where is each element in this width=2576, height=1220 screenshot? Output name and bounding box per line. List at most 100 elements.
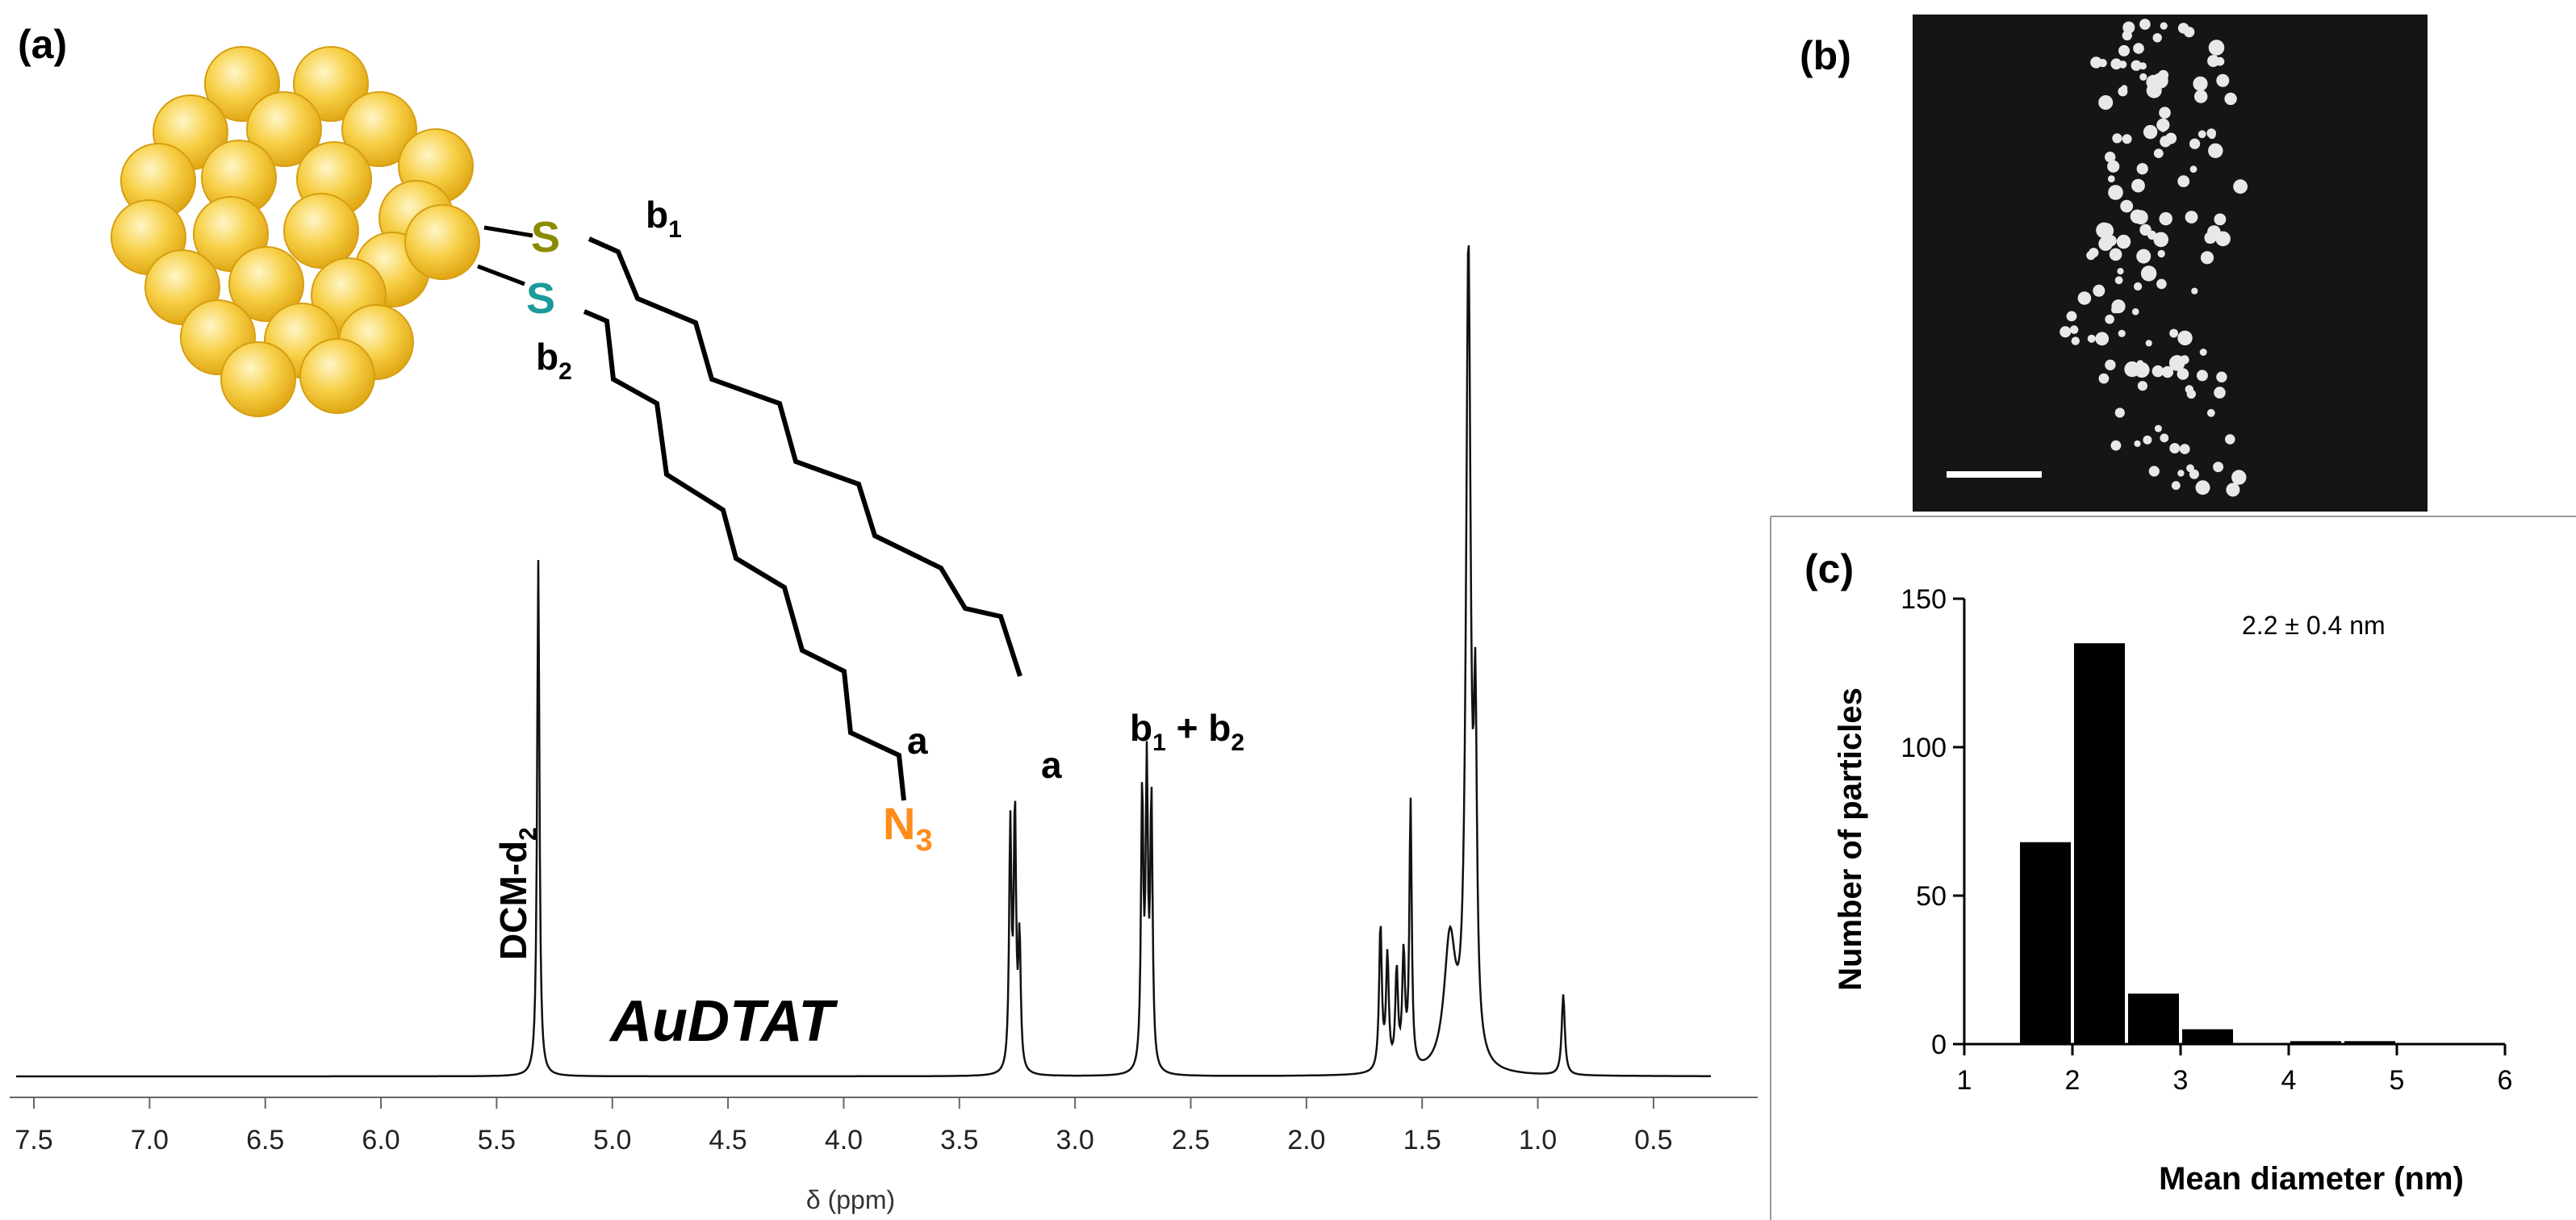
tem-particle	[2071, 336, 2080, 345]
tem-particle	[2225, 434, 2235, 445]
gold-atom	[283, 193, 359, 269]
nmr-tick-label: 7.5	[15, 1125, 52, 1155]
tem-image	[1913, 15, 2428, 512]
chain-label-b1: b1	[646, 194, 682, 243]
hist-bar	[2020, 842, 2071, 1044]
tem-particle	[2153, 148, 2164, 159]
tem-particle	[2186, 464, 2194, 473]
gold-nanoparticle-icon	[111, 46, 480, 417]
chain-b1	[588, 236, 1022, 677]
sulfur-1-label: S	[531, 213, 560, 261]
tem-particle	[2206, 128, 2216, 138]
tem-particle	[2185, 211, 2198, 224]
tem-particle	[2139, 19, 2151, 30]
nmr-tick-label: 2.5	[1172, 1125, 1210, 1155]
hist-x-tick-label: 5	[2390, 1065, 2405, 1096]
tem-particle	[2169, 443, 2181, 453]
size-annotation: 2.2 ± 0.4 nm	[2242, 611, 2386, 640]
panel-c-label: (c)	[1804, 546, 1854, 591]
tem-particle	[2161, 366, 2174, 378]
tem-particle	[2185, 385, 2193, 394]
hist-y-tick-label: 0	[1931, 1030, 1947, 1060]
chain-b2	[583, 309, 906, 801]
panel-a-label: (a)	[18, 22, 67, 67]
gold-atom	[299, 338, 375, 414]
nmr-tick-label: 1.0	[1519, 1125, 1557, 1155]
tem-particle	[2114, 276, 2123, 285]
tem-particle	[2171, 481, 2181, 491]
panel-a: (a) S S b1 b2 a N3 DCM-d2 a b1 + b2 AuDT…	[10, 22, 1758, 1214]
tem-particle	[2107, 160, 2120, 173]
tem-particle	[2107, 175, 2115, 183]
tem-particle	[2108, 185, 2123, 200]
histogram-chart: 1 2 3 4 5 6 0 50 100 150	[1901, 584, 2512, 1096]
tem-particle	[2098, 95, 2114, 110]
tem-particle	[2095, 332, 2110, 346]
hist-bar	[2074, 643, 2125, 1044]
tem-particle	[2193, 76, 2208, 91]
tem-particle	[2077, 291, 2092, 305]
tem-particle	[2200, 251, 2214, 265]
nmr-tick-label: 4.5	[709, 1125, 746, 1155]
tem-particle	[2160, 136, 2172, 148]
nmr-tick-label: 5.5	[478, 1125, 516, 1155]
nmr-tick-label: 7.0	[131, 1125, 169, 1155]
tem-particle	[2105, 359, 2116, 370]
tem-particle	[2154, 424, 2162, 432]
hist-bar	[2182, 1029, 2233, 1044]
hist-x-tick-label: 1	[1957, 1065, 1972, 1096]
tem-particle	[2118, 86, 2128, 97]
hist-x-tick-label: 2	[2065, 1065, 2080, 1096]
gold-atom	[246, 91, 322, 167]
tem-particle	[2118, 329, 2126, 337]
tem-particle	[2152, 33, 2162, 43]
tem-particle	[2206, 408, 2215, 417]
tem-particle	[2136, 360, 2144, 367]
tem-particle	[2153, 232, 2168, 248]
tem-particle	[2189, 165, 2198, 173]
hist-x-tick-label: 6	[2498, 1065, 2513, 1096]
tem-particle	[2143, 435, 2152, 445]
tem-particle	[2199, 349, 2207, 356]
tem-particle	[2189, 138, 2201, 149]
tem-particle	[2109, 248, 2122, 261]
s1-bond	[483, 225, 533, 238]
tem-particle	[2157, 249, 2165, 258]
hist-y-tick-label: 100	[1901, 733, 1947, 763]
tem-particle	[2098, 373, 2110, 384]
tem-particle	[2169, 328, 2179, 338]
tem-particle	[2226, 483, 2240, 497]
gold-atom	[404, 204, 480, 280]
tem-particle	[2216, 73, 2230, 87]
tem-particle	[2215, 56, 2225, 66]
tem-particle	[2168, 355, 2185, 371]
tem-particle	[2134, 440, 2141, 447]
tem-particle	[2120, 199, 2134, 213]
tem-particle	[2179, 444, 2190, 454]
tem-particle	[2134, 282, 2143, 291]
tem-particle	[2140, 265, 2157, 282]
sulfur-2-label: S	[526, 274, 555, 323]
nmr-spectrum-line	[16, 244, 1711, 1078]
nmr-tick-label: 3.5	[940, 1125, 978, 1155]
tem-particle	[2160, 125, 2167, 132]
chain-label-a: a	[907, 720, 928, 762]
tem-particle	[2098, 59, 2107, 68]
tem-particle	[2233, 179, 2248, 194]
tem-particle	[2136, 163, 2148, 175]
tem-particle	[2208, 143, 2223, 158]
tem-particle	[2156, 278, 2167, 290]
sample-name: AuDTAT	[608, 989, 838, 1054]
hist-x-axis-label: Mean diameter (nm)	[2159, 1161, 2464, 1197]
tem-particle	[2112, 133, 2122, 144]
tem-particle	[2105, 314, 2114, 324]
s2-bond	[477, 264, 525, 286]
tem-particle	[2110, 58, 2122, 70]
tem-particle	[2145, 340, 2152, 347]
tem-particle	[2207, 225, 2221, 239]
peak-label-a: a	[1041, 744, 1062, 786]
nmr-x-ticks: 7.5 7.0 6.5 6.0 5.5 5.0 4.5 4.0 3.5 3.0 2.5 2.0 1.5 1…	[15, 1097, 1673, 1155]
tem-particle	[2146, 82, 2162, 98]
tem-particle	[2160, 22, 2168, 30]
